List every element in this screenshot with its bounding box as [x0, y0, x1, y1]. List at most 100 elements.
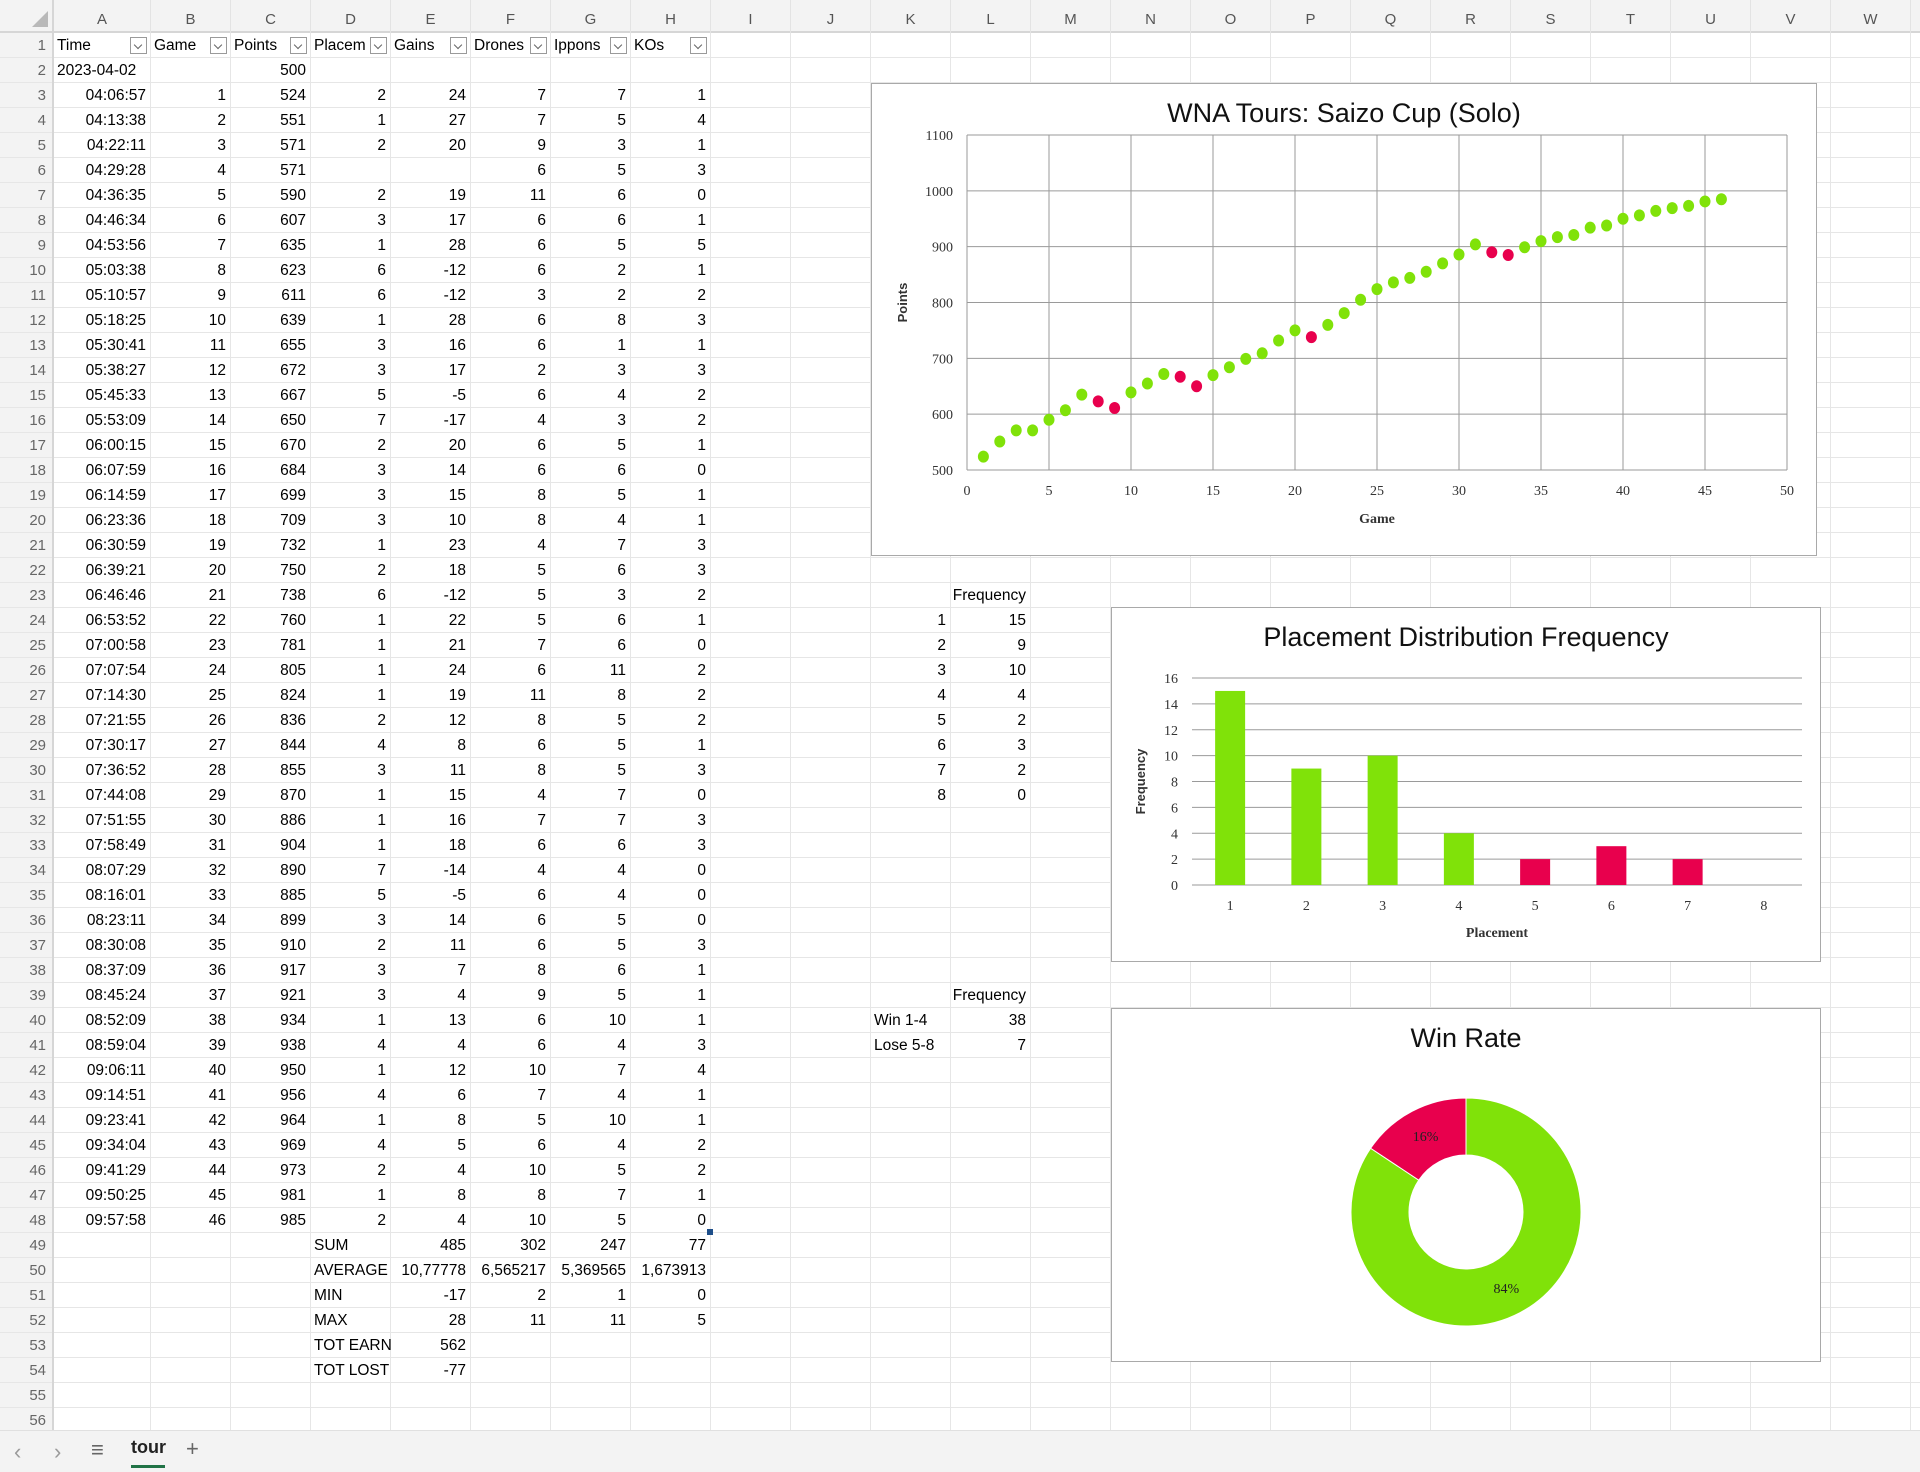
- table-cell[interactable]: 10: [608, 1112, 626, 1129]
- row-header-1[interactable]: 1: [0, 33, 52, 58]
- table-cell[interactable]: 0: [697, 1212, 706, 1229]
- table-cell[interactable]: 655: [280, 337, 306, 354]
- table-cell[interactable]: 06:39:21: [85, 562, 146, 579]
- table-cell[interactable]: 7: [537, 1087, 546, 1104]
- row-header-45[interactable]: 45: [0, 1133, 52, 1158]
- summary-value[interactable]: 1: [617, 1287, 626, 1304]
- table-cell[interactable]: 3: [697, 762, 706, 779]
- table-cell[interactable]: 07:14:30: [85, 687, 146, 704]
- table-cell[interactable]: 5: [617, 1162, 626, 1179]
- table-cell[interactable]: 40: [208, 1062, 226, 1079]
- table-cell[interactable]: 870: [280, 787, 306, 804]
- table-cell[interactable]: 4: [617, 387, 626, 404]
- table-cell[interactable]: 21: [208, 587, 226, 604]
- table-cell[interactable]: 4: [617, 887, 626, 904]
- summary-value[interactable]: 0: [697, 1287, 706, 1304]
- table-cell[interactable]: 1: [377, 787, 386, 804]
- table-cell[interactable]: 23: [208, 637, 226, 654]
- table-cell[interactable]: 15: [448, 487, 466, 504]
- chevron-left-icon[interactable]: ‹: [14, 1439, 22, 1464]
- table-cell[interactable]: 12: [448, 1062, 466, 1079]
- table-header-placem[interactable]: Placem: [314, 37, 366, 54]
- table-cell[interactable]: -5: [452, 887, 466, 904]
- table-cell[interactable]: 2: [377, 437, 386, 454]
- frequency-header[interactable]: Frequency: [952, 987, 1026, 1004]
- table-cell[interactable]: 10: [528, 1212, 546, 1229]
- table-cell[interactable]: 5: [617, 712, 626, 729]
- table-cell[interactable]: 06:07:59: [85, 462, 146, 479]
- table-cell[interactable]: 10: [448, 512, 466, 529]
- table-cell[interactable]: 17: [208, 487, 226, 504]
- summary-value[interactable]: 5,369565: [561, 1262, 626, 1279]
- column-header-k[interactable]: K: [871, 0, 951, 33]
- table-cell[interactable]: 07:36:52: [85, 762, 146, 779]
- column-header-f[interactable]: F: [471, 0, 551, 33]
- summary-label[interactable]: SUM: [314, 1237, 349, 1254]
- table-cell[interactable]: 08:45:24: [85, 987, 146, 1004]
- table-cell[interactable]: 6: [617, 187, 626, 204]
- table-cell[interactable]: 3: [377, 762, 386, 779]
- table-cell[interactable]: 1: [697, 87, 706, 104]
- table-cell[interactable]: 964: [280, 1112, 306, 1129]
- table-cell[interactable]: -12: [443, 262, 466, 279]
- table-cell[interactable]: 43: [208, 1137, 226, 1154]
- table-cell[interactable]: 17: [448, 362, 466, 379]
- table-cell[interactable]: 590: [280, 187, 306, 204]
- row-header-17[interactable]: 17: [0, 433, 52, 458]
- table-cell[interactable]: 3: [617, 412, 626, 429]
- table-cell[interactable]: 7: [217, 237, 226, 254]
- table-cell[interactable]: 2: [377, 137, 386, 154]
- table-cell[interactable]: 2: [377, 1212, 386, 1229]
- table-cell[interactable]: 6: [537, 887, 546, 904]
- table-cell[interactable]: 22: [448, 612, 466, 629]
- summary-value[interactable]: 77: [688, 1237, 706, 1254]
- row-header-49[interactable]: 49: [0, 1233, 52, 1258]
- table-cell[interactable]: 36: [208, 962, 226, 979]
- table-cell[interactable]: 07:07:54: [85, 662, 146, 679]
- table-cell[interactable]: 2: [697, 412, 706, 429]
- table-cell[interactable]: 3: [537, 287, 546, 304]
- table-header-ippons[interactable]: Ippons: [554, 37, 601, 54]
- table-cell[interactable]: 934: [280, 1012, 306, 1029]
- summary-value[interactable]: 11: [529, 1312, 546, 1329]
- table-cell[interactable]: 0: [697, 187, 706, 204]
- table-cell[interactable]: 836: [280, 712, 306, 729]
- table-cell[interactable]: 06:00:15: [85, 437, 146, 454]
- table-cell[interactable]: 904: [280, 837, 306, 854]
- table-cell[interactable]: 672: [280, 362, 306, 379]
- row-header-20[interactable]: 20: [0, 508, 52, 533]
- table-cell[interactable]: 6: [617, 837, 626, 854]
- table-cell[interactable]: 1: [697, 487, 706, 504]
- table-cell[interactable]: 4: [697, 1062, 706, 1079]
- row-header-2[interactable]: 2: [0, 58, 52, 83]
- table-cell[interactable]: 41: [208, 1087, 226, 1104]
- summary-value[interactable]: 28: [448, 1312, 466, 1329]
- table-cell[interactable]: 1: [697, 612, 706, 629]
- column-header-m[interactable]: M: [1031, 0, 1111, 33]
- table-cell[interactable]: 6: [537, 737, 546, 754]
- table-cell[interactable]: 4: [537, 862, 546, 879]
- table-cell[interactable]: 04:36:35: [85, 187, 146, 204]
- table-cell[interactable]: 2: [697, 662, 706, 679]
- row-header-42[interactable]: 42: [0, 1058, 52, 1083]
- row-header-22[interactable]: 22: [0, 558, 52, 583]
- table-cell[interactable]: 1: [697, 1012, 706, 1029]
- table-cell[interactable]: 11: [449, 937, 466, 954]
- select-all-corner[interactable]: [0, 0, 54, 33]
- table-cell[interactable]: 6: [537, 262, 546, 279]
- filter-dropdown-icon[interactable]: [450, 37, 467, 54]
- summary-value[interactable]: -17: [443, 1287, 466, 1304]
- table-cell[interactable]: 3: [377, 337, 386, 354]
- table-cell[interactable]: 0: [697, 637, 706, 654]
- table-cell[interactable]: 5: [617, 912, 626, 929]
- table-cell[interactable]: 04:06:57: [85, 87, 146, 104]
- placement-bin[interactable]: 7: [937, 762, 946, 779]
- table-cell[interactable]: 06:46:46: [85, 587, 146, 604]
- table-cell[interactable]: 23: [448, 537, 466, 554]
- table-cell[interactable]: 4: [537, 537, 546, 554]
- row-header-5[interactable]: 5: [0, 133, 52, 158]
- filter-dropdown-icon[interactable]: [130, 37, 147, 54]
- summary-label[interactable]: TOT EARN: [314, 1337, 391, 1354]
- row-header-29[interactable]: 29: [0, 733, 52, 758]
- table-cell[interactable]: 3: [377, 362, 386, 379]
